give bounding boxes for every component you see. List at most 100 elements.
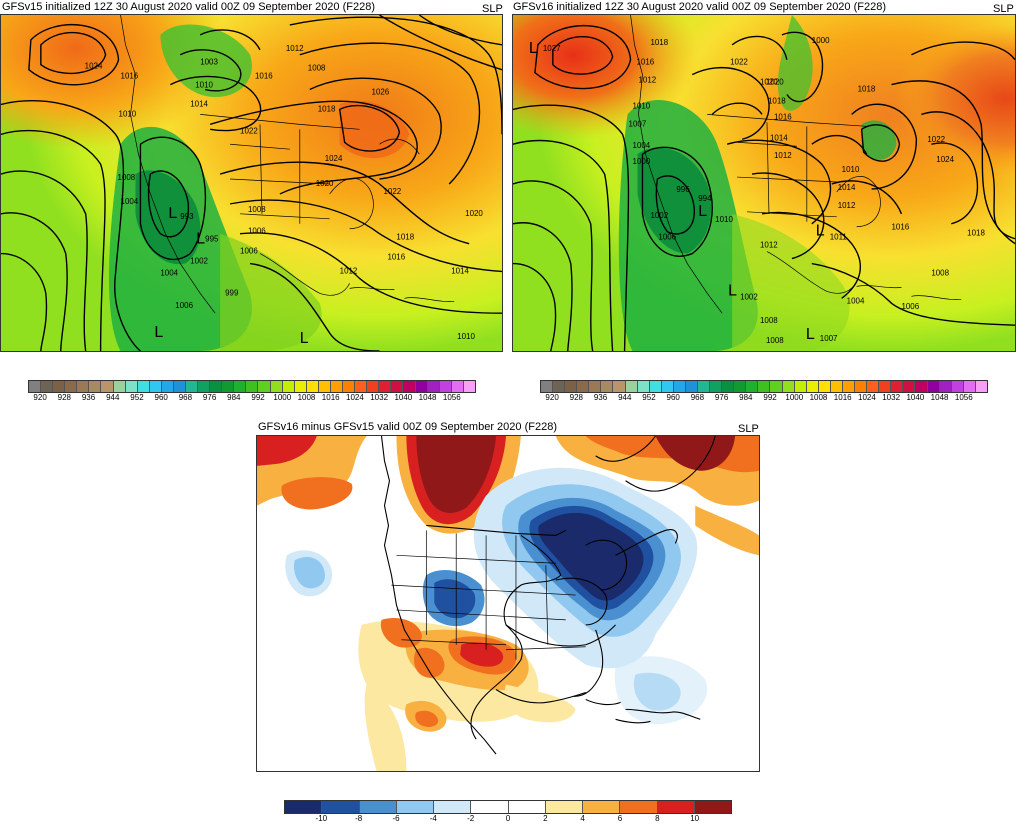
colorbar-tick-label: 952 xyxy=(642,393,656,402)
contour-label: 995 xyxy=(205,235,219,244)
colorbar-tick-label: 920 xyxy=(33,393,47,402)
contour-label: 1010 xyxy=(119,109,137,118)
colorbar-tick-label: 952 xyxy=(130,393,144,402)
contour-label: 1018 xyxy=(858,85,876,94)
contour-label: 1006 xyxy=(240,247,258,256)
contour-label: 994 xyxy=(698,194,712,203)
colorbar-swatch xyxy=(915,381,928,392)
colorbar-tick-label: 1024 xyxy=(346,393,364,402)
map-gfsv16-slp: 1027 1018 1016 1012 1010 1007 1004 1000 … xyxy=(512,14,1016,352)
colorbar-swatch xyxy=(951,381,964,392)
contour-label: 1004 xyxy=(160,268,178,277)
colorbar-tick-label: 992 xyxy=(251,393,265,402)
colorbar-tick-label: 1056 xyxy=(954,393,973,402)
colorbar-difference: -10 -8 -6 -4 -2 0 2 4 6 8 10 xyxy=(284,800,732,826)
colorbar-swatch xyxy=(125,381,138,392)
map-gfsv15-svg: 1024 1012 1008 1003 1010 1016 1018 1014 … xyxy=(1,15,502,351)
colorbar-tick-label: 1000 xyxy=(273,393,292,402)
contour-label: 1006 xyxy=(901,302,919,311)
contour-label: 1012 xyxy=(774,151,792,160)
contour-label: 1018 xyxy=(650,38,668,47)
colorbar-swatch xyxy=(782,381,795,392)
colorbar-swatch xyxy=(285,801,323,813)
low-pressure-marker: L xyxy=(168,205,177,222)
colorbar-swatch xyxy=(173,381,187,392)
contour-label: 1022 xyxy=(927,135,945,144)
contour-label: 1018 xyxy=(967,229,985,238)
colorbar-swatches xyxy=(540,380,988,393)
colorbar-tick-label: 10 xyxy=(690,814,700,823)
colorbar-swatch xyxy=(758,381,771,392)
colorbar-tick-label: 960 xyxy=(154,393,168,402)
colorbar-slp-left: 920 928 936 944 952 960 968 976 984 992 1000 1008 10… xyxy=(28,380,476,405)
contour-label: 1008 xyxy=(248,205,266,214)
colorbar-swatch xyxy=(710,381,723,392)
contour-label: 1016 xyxy=(891,223,909,232)
contour-label: 1022 xyxy=(383,187,401,196)
contour-label: 996 xyxy=(676,185,690,194)
colorbar-tick-label: 8 xyxy=(655,814,660,823)
colorbar-swatch xyxy=(879,381,892,392)
contour-label: 1006 xyxy=(248,227,266,236)
colorbar-swatch xyxy=(463,381,475,392)
contour-label: 1012 xyxy=(838,201,856,210)
contour-label: 1002 xyxy=(650,211,668,220)
colorbar-tick-label: 1032 xyxy=(882,393,901,402)
contour-label: 1010 xyxy=(457,332,475,341)
contour-label: 1008 xyxy=(760,316,778,325)
colorbar-tick-label: 6 xyxy=(617,814,623,823)
colorbar-swatch xyxy=(508,801,546,813)
colorbar-swatch xyxy=(577,381,590,392)
panel-title-gfsv15: GFSv15 initialized 12Z 30 August 2020 va… xyxy=(2,1,376,13)
colorbar-swatch xyxy=(553,381,566,392)
colorbar-ticks: -10 -8 -6 -4 -2 0 2 4 6 8 10 xyxy=(284,814,732,826)
colorbar-tick-label: 920 xyxy=(545,393,559,402)
colorbar-swatch xyxy=(746,381,759,392)
colorbar-swatch xyxy=(282,381,295,392)
contour-label: 1000 xyxy=(633,157,651,166)
colorbar-swatch xyxy=(318,381,331,392)
colorbar-tick-label: 1000 xyxy=(785,393,804,402)
colorbar-swatches xyxy=(28,380,476,393)
colorbar-tick-label: 1008 xyxy=(809,393,828,402)
colorbar-swatch xyxy=(270,381,283,392)
map-gfsv16-svg: 1027 1018 1016 1012 1010 1007 1004 1000 … xyxy=(513,15,1015,351)
contour-label: 1012 xyxy=(639,76,657,85)
contour-label: 999 xyxy=(225,288,239,297)
colorbar-swatch xyxy=(818,381,831,392)
colorbar-swatch xyxy=(246,381,259,392)
contour-label: 1018 xyxy=(318,104,336,113)
colorbar-tick-label: 1016 xyxy=(321,393,340,402)
colorbar-swatch xyxy=(451,381,464,392)
colorbar-swatch xyxy=(657,801,695,813)
panel-title-gfsv16: GFSv16 initialized 12Z 30 August 2020 va… xyxy=(513,1,887,13)
colorbar-tick-label: 4 xyxy=(580,814,585,823)
contour-label: 1020 xyxy=(465,209,483,218)
contour-label: 1010 xyxy=(633,101,651,110)
contour-label: 1006 xyxy=(658,233,676,242)
colorbar-swatch xyxy=(806,381,819,392)
contour-label: 993 xyxy=(180,212,194,221)
colorbar-swatch xyxy=(330,381,344,392)
colorbar-swatch xyxy=(415,381,428,392)
contour-label: 1003 xyxy=(200,58,218,67)
colorbar-tick-label: 976 xyxy=(202,393,217,402)
colorbar-tick-label: 992 xyxy=(763,393,777,402)
colorbar-tick-label: 1032 xyxy=(370,393,389,402)
colorbar-swatch xyxy=(234,381,247,392)
colorbar-swatch xyxy=(29,381,42,392)
contour-label: 1007 xyxy=(820,334,838,343)
colorbar-swatch xyxy=(89,381,102,392)
colorbar-swatch xyxy=(649,381,662,392)
colorbar-swatch xyxy=(685,381,699,392)
colorbar-tick-label: -10 xyxy=(315,814,328,823)
contour-label: 1014 xyxy=(451,266,469,275)
colorbar-swatch xyxy=(396,801,434,813)
contour-label: 1014 xyxy=(838,183,856,192)
colorbar-swatch xyxy=(186,381,199,392)
low-pressure-marker: L xyxy=(300,330,309,347)
colorbar-swatch xyxy=(891,381,904,392)
colorbar-swatch xyxy=(903,381,916,392)
colorbar-swatch xyxy=(927,381,940,392)
colorbar-swatch xyxy=(694,801,731,813)
